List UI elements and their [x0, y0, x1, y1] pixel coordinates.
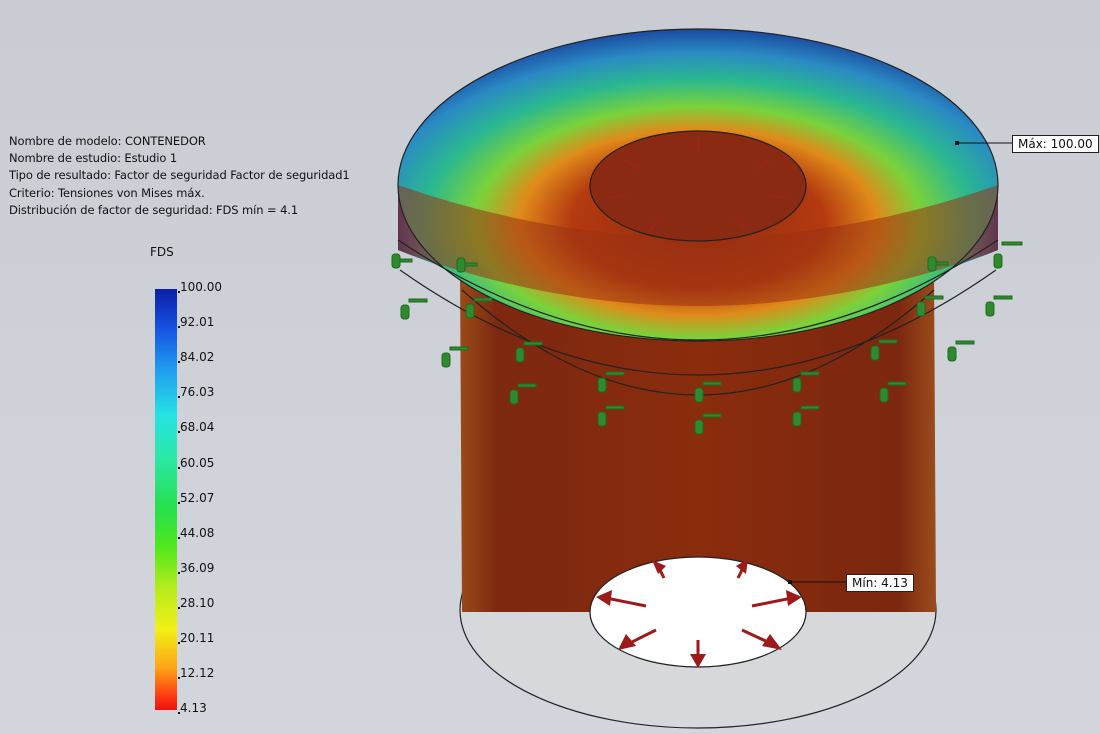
legend-tick: 60.05	[177, 455, 215, 470]
legend-tick: 76.03	[177, 385, 215, 400]
legend-tick: 52.07	[177, 490, 215, 505]
bottom-load-arrows	[596, 559, 802, 668]
min-point	[788, 580, 792, 584]
legend-tick: 68.04	[177, 420, 215, 435]
max-callout[interactable]: Máx: 100.00	[1012, 135, 1099, 153]
top-outline	[397, 28, 999, 342]
legend-tick: 20.11	[177, 631, 215, 645]
fos-distribution: Distribución de factor de seguridad: FDS…	[9, 202, 299, 217]
legend-tick: 44.08	[177, 525, 215, 540]
model-name: Nombre de modelo: CONTENEDOR	[9, 134, 206, 148]
top-opening	[589, 130, 807, 242]
container-body	[460, 270, 936, 612]
legend-tick: 92.01	[177, 315, 215, 330]
flange-shadow	[398, 185, 998, 306]
legend-tick: 36.09	[177, 560, 215, 575]
result-type: Tipo de resultado: Factor de seguridad F…	[9, 168, 350, 183]
flange-edge-ring	[397, 239, 999, 341]
legend-tick: 12.12	[177, 666, 215, 681]
fixture-markers	[391, 241, 1023, 435]
criterion: Criterio: Tensiones von Mises máx.	[9, 185, 205, 200]
legend-tick: 4.13	[178, 701, 207, 716]
top-load-arrows	[609, 138, 787, 231]
study-name: Nombre de estudio: Estudio 1	[9, 151, 178, 166]
study-info: Nombre de modelo: CONTENEDOR Nombre de e…	[9, 133, 350, 219]
legend-tick: 84.02	[177, 350, 215, 365]
legend-color-bar	[155, 289, 177, 710]
bolt-ring-1	[399, 269, 997, 376]
legend-tick: 28.10	[177, 595, 215, 610]
legend-tick: 100.00	[178, 280, 222, 294]
legend-title: FDS	[150, 245, 174, 259]
max-point	[955, 141, 959, 145]
min-callout[interactable]: Mín: 4.13	[846, 574, 914, 592]
